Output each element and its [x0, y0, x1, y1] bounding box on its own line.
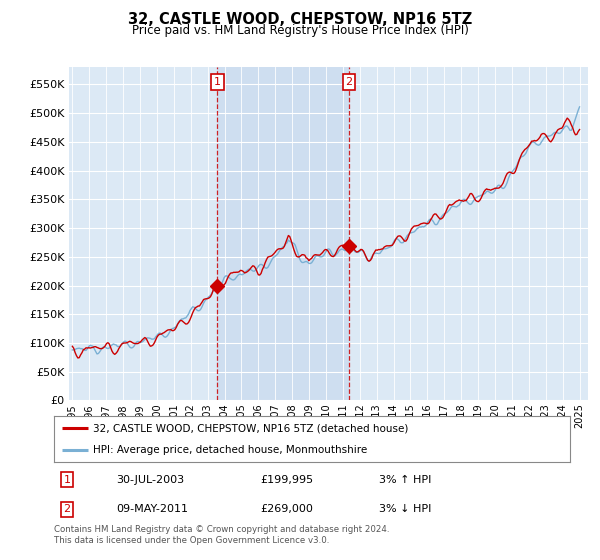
Text: 32, CASTLE WOOD, CHEPSTOW, NP16 5TZ: 32, CASTLE WOOD, CHEPSTOW, NP16 5TZ	[128, 12, 472, 27]
Text: 32, CASTLE WOOD, CHEPSTOW, NP16 5TZ (detached house): 32, CASTLE WOOD, CHEPSTOW, NP16 5TZ (det…	[92, 423, 408, 433]
Text: HPI: Average price, detached house, Monmouthshire: HPI: Average price, detached house, Monm…	[92, 445, 367, 455]
Text: Contains HM Land Registry data © Crown copyright and database right 2024.
This d: Contains HM Land Registry data © Crown c…	[54, 525, 389, 545]
Text: 1: 1	[64, 475, 70, 484]
Text: 09-MAY-2011: 09-MAY-2011	[116, 505, 188, 514]
Bar	[217, 67, 349, 400]
Text: 1: 1	[214, 77, 221, 87]
Text: £199,995: £199,995	[260, 475, 314, 484]
Text: £269,000: £269,000	[260, 505, 313, 514]
Text: 2: 2	[64, 505, 70, 514]
Text: 2: 2	[346, 77, 353, 87]
Text: Price paid vs. HM Land Registry's House Price Index (HPI): Price paid vs. HM Land Registry's House …	[131, 24, 469, 36]
Text: 3% ↑ HPI: 3% ↑ HPI	[379, 475, 431, 484]
Text: 30-JUL-2003: 30-JUL-2003	[116, 475, 184, 484]
Text: 3% ↓ HPI: 3% ↓ HPI	[379, 505, 431, 514]
